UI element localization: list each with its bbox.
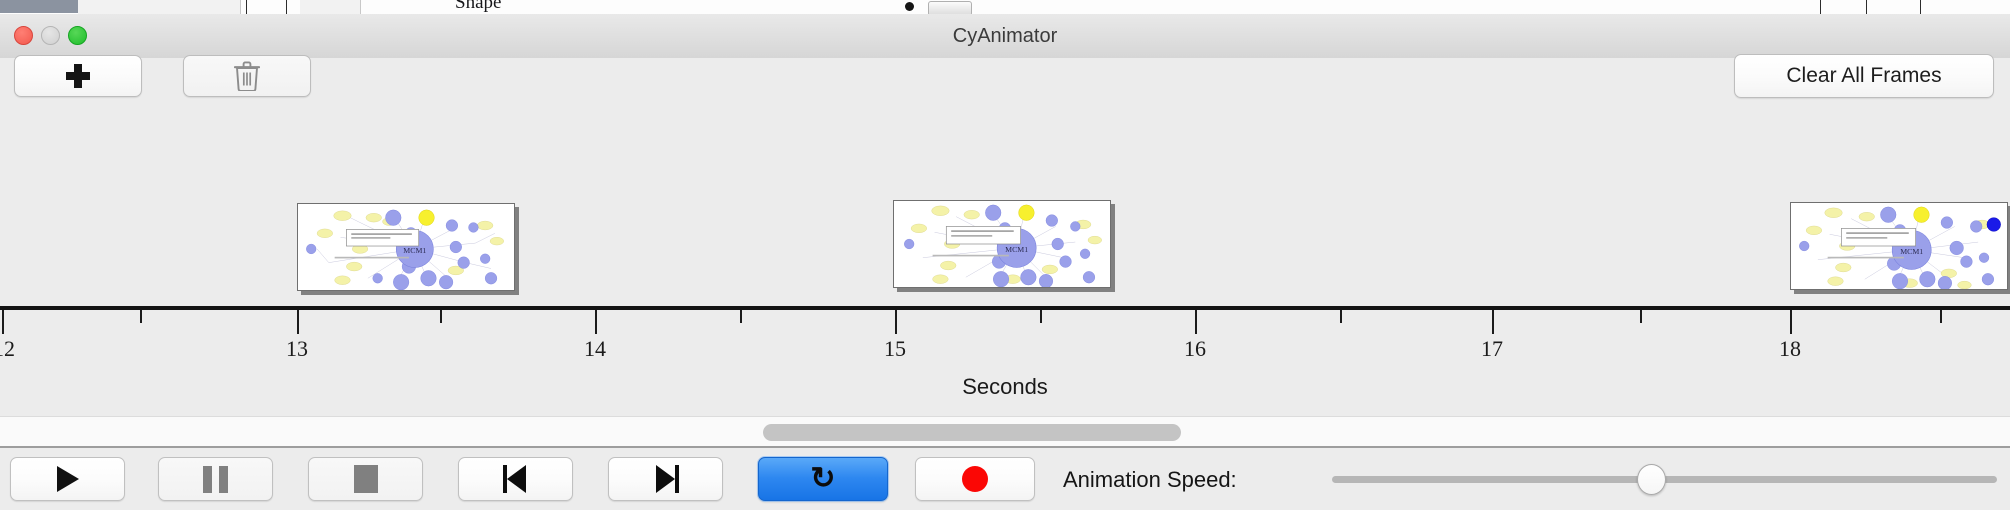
network-preview-icon: MCM1 xyxy=(306,209,504,290)
axis-tick-label: 13 xyxy=(286,336,308,361)
background-window-divider xyxy=(246,0,247,14)
network-preview-icon: MCM1 xyxy=(1799,206,2001,289)
background-window-chunk xyxy=(300,0,361,14)
axis-tick-major xyxy=(297,310,299,334)
window-title: CyAnimator xyxy=(952,25,1058,47)
clear-all-frames-label: Clear All Frames xyxy=(1786,64,1942,87)
axis-tick-label: 17 xyxy=(1481,336,1503,361)
axis-title: Seconds xyxy=(962,374,1048,399)
axis-tick-minor xyxy=(1940,310,1942,323)
plus-icon xyxy=(65,63,91,89)
axis-tick-label: 14 xyxy=(584,336,606,361)
background-window-divider xyxy=(286,0,287,14)
traffic-lights xyxy=(14,26,87,45)
axis-tick-minor xyxy=(740,310,742,323)
stop-button[interactable] xyxy=(308,457,423,501)
svg-text:MCM1: MCM1 xyxy=(403,246,426,255)
loop-icon: ↻ xyxy=(810,462,836,495)
loop-button[interactable]: ↻ xyxy=(758,457,888,501)
add-frame-button[interactable] xyxy=(14,55,142,97)
axis-line xyxy=(0,306,2010,310)
animation-speed-label: Animation Speed: xyxy=(1063,467,1237,492)
timeline-scrollbar[interactable] xyxy=(0,416,2010,448)
axis-tick-label: 18 xyxy=(1779,336,1801,361)
skip-next-button[interactable] xyxy=(608,457,723,501)
frame-thumbnail[interactable]: MCM1 xyxy=(893,200,1111,288)
record-button[interactable] xyxy=(915,457,1035,501)
axis-tick-minor xyxy=(140,310,142,323)
background-window-label: Shape xyxy=(455,0,502,13)
stop-icon xyxy=(353,465,378,493)
axis-tick-major xyxy=(1790,310,1792,334)
axis-tick-major xyxy=(2,310,4,334)
axis-tick-minor xyxy=(1340,310,1342,323)
axis-tick-minor xyxy=(1640,310,1642,323)
close-button[interactable] xyxy=(14,26,33,45)
trash-icon xyxy=(234,61,260,91)
frame-thumbnail[interactable]: MCM1 xyxy=(297,203,515,291)
titlebar: CyAnimator xyxy=(0,14,2010,59)
svg-text:MCM1: MCM1 xyxy=(1005,245,1028,254)
axis-tick-major xyxy=(1492,310,1494,334)
axis-tick-major xyxy=(1195,310,1197,334)
minimize-button[interactable] xyxy=(41,26,60,45)
delete-frame-button[interactable] xyxy=(183,55,311,97)
zoom-button[interactable] xyxy=(68,26,87,45)
axis-tick-minor xyxy=(1040,310,1042,323)
background-window-strip: Shape xyxy=(0,0,2010,15)
background-window-divider xyxy=(1820,0,1821,14)
playback-controlbar: ↻ Animation Speed: xyxy=(0,448,2010,510)
background-window-chunk xyxy=(188,0,241,14)
skip-next-icon xyxy=(653,465,679,493)
network-preview-icon: MCM1 xyxy=(904,204,1102,287)
timeline-ruler[interactable]: 12 13 14 15 16 17 18 Seconds xyxy=(0,306,2010,416)
play-button[interactable] xyxy=(10,457,125,501)
skip-previous-button[interactable] xyxy=(458,457,573,501)
skip-previous-icon xyxy=(502,465,529,493)
background-window-slider xyxy=(928,1,972,14)
record-icon xyxy=(962,466,988,492)
pause-button[interactable] xyxy=(158,457,273,501)
background-window-marker xyxy=(905,2,914,11)
animation-speed-slider[interactable] xyxy=(1332,457,1997,501)
axis-tick-minor xyxy=(440,310,442,323)
background-window-titlebar-chunk xyxy=(0,0,78,13)
axis-tick-label: 16 xyxy=(1184,336,1206,361)
timeline-panel[interactable]: MCM1 xyxy=(0,110,2010,416)
background-window-chunk xyxy=(78,0,189,14)
background-window-divider xyxy=(1920,0,1921,14)
pause-icon xyxy=(203,465,228,493)
play-icon xyxy=(56,466,79,492)
frame-toolbar xyxy=(0,58,2010,111)
slider-thumb[interactable] xyxy=(1637,464,1666,495)
timeline-scrollbar-thumb[interactable] xyxy=(763,424,1181,441)
background-window-divider xyxy=(1866,0,1867,14)
svg-text:MCM1: MCM1 xyxy=(1900,247,1923,256)
axis-tick-major xyxy=(595,310,597,334)
frame-thumbnail[interactable]: MCM1 xyxy=(1790,202,2008,290)
axis-tick-major xyxy=(895,310,897,334)
clear-all-frames-button[interactable]: Clear All Frames xyxy=(1734,54,1994,98)
axis-tick-label: 15 xyxy=(884,336,906,361)
axis-tick-label: 12 xyxy=(0,336,15,361)
